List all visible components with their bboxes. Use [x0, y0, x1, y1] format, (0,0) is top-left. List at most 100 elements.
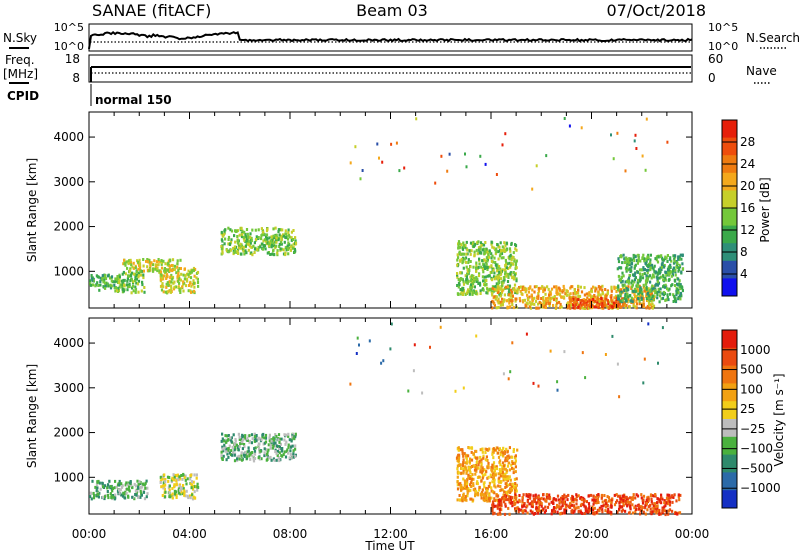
power-cell-4-294 — [279, 247, 282, 251]
power-cell-5-377 — [485, 279, 488, 282]
power-cell-5-385 — [508, 247, 512, 251]
velocity-cell-3-362 — [466, 491, 469, 495]
power-cell-8-429 — [675, 265, 678, 269]
power-cell-6-521 — [529, 303, 532, 307]
power-cell-6-302 — [495, 288, 498, 292]
velocity-cell-1-106 — [192, 480, 195, 484]
velocity-cell-3-332 — [486, 487, 489, 491]
power-cell-0-57 — [126, 285, 129, 288]
power-cell-0-55 — [141, 283, 144, 287]
power-sparse-cell-32 — [545, 154, 548, 158]
power-cell-4-244 — [228, 243, 232, 246]
velocity-cell-4-272 — [580, 496, 583, 499]
velocity-cell-3-409 — [509, 483, 512, 487]
velocity-cell-3-274 — [487, 448, 490, 452]
velocity-cell-3-175 — [457, 453, 460, 457]
power-cell-4-221 — [270, 243, 273, 247]
power-cell-4-270 — [239, 242, 242, 246]
velocity-cell-3-83 — [477, 466, 480, 470]
velocity-cell-4-550 — [591, 505, 594, 509]
power-cell-6-20 — [593, 295, 597, 299]
power-colorbar-label-4: 12 — [740, 223, 755, 237]
velocity-cell-4-248 — [533, 512, 537, 515]
velocity-cell-2-259 — [283, 433, 286, 437]
power-cell-5-312 — [513, 259, 516, 263]
power-cell-6-291 — [542, 288, 545, 292]
velocity-cell-3-379 — [483, 485, 486, 489]
velocity-cell-2-238 — [274, 441, 277, 445]
power-cell-5-245 — [505, 241, 508, 245]
power-cell-4-248 — [227, 250, 230, 254]
power-cell-7-19 — [582, 302, 585, 306]
velocity-cell-4-448 — [527, 495, 530, 498]
power-cell-1-48 — [113, 286, 116, 290]
power-cell-5-59 — [490, 252, 493, 256]
power-cell-5-433 — [476, 277, 479, 281]
power-cell-5-317 — [501, 245, 504, 249]
power-colorbar-label-0: 28 — [740, 135, 755, 149]
power-cell-0-49 — [140, 289, 143, 293]
velocity-cell-4-287 — [653, 509, 656, 513]
velocity-cell-1-45 — [171, 492, 174, 496]
power-cell-5-169 — [459, 259, 462, 263]
velocity-cell-4-186 — [625, 502, 628, 506]
power-cell-5-462 — [490, 292, 494, 295]
power-cell-4-158 — [230, 238, 233, 242]
power-cell-0-18 — [118, 273, 121, 277]
velocity-cell-3-354 — [481, 469, 484, 473]
power-cell-8-176 — [666, 254, 669, 257]
power-cell-5-246 — [514, 247, 517, 251]
velocity-cell-2-0 — [278, 451, 281, 455]
velocity-cell-1-57 — [193, 485, 196, 489]
velocity-cell-3-61 — [514, 454, 517, 458]
velocity-cell-4-279 — [651, 502, 654, 506]
velocity-cell-3-92 — [502, 493, 505, 497]
power-cell-3-16 — [142, 258, 145, 261]
power-cell-2-80 — [166, 275, 169, 279]
velocity-cell-4-155 — [622, 502, 625, 506]
velocity-cell-2-122 — [229, 453, 233, 457]
power-cell-7-65 — [595, 305, 598, 309]
velocity-cell-2-114 — [241, 436, 244, 440]
velocity-cell-3-127 — [505, 485, 508, 488]
power-cell-3-75 — [171, 269, 174, 273]
velocity-cell-1-91 — [159, 481, 162, 484]
power-cell-5-359 — [473, 277, 476, 281]
cpid-value: normal 150 — [95, 93, 172, 107]
power-cell-4-88 — [255, 238, 258, 241]
power-cell-4-193 — [234, 229, 237, 233]
power-cell-6-436 — [543, 288, 546, 292]
power-cell-3-36 — [157, 258, 160, 261]
power-cell-6-534 — [495, 306, 498, 310]
power-cell-8-450 — [673, 259, 676, 263]
time-label-0: 00:00 — [72, 527, 107, 541]
velocity-cell-3-111 — [466, 487, 470, 491]
power-cell-3-46 — [156, 263, 159, 267]
velocity-sparse-cell-12 — [563, 350, 566, 354]
nsearch-label: N.Search — [746, 31, 800, 45]
velocity-cell-1-69 — [178, 484, 181, 488]
velocity-sparse-cell-11 — [439, 325, 442, 329]
power-cell-8-174 — [663, 264, 666, 267]
velocity-cell-4-238 — [654, 494, 657, 498]
velocity-cell-3-277 — [462, 469, 465, 473]
power-cell-8-291 — [620, 275, 623, 279]
velocity-cell-2-185 — [273, 458, 276, 462]
velocity-cell-4-138 — [494, 504, 497, 508]
power-cell-8-340 — [633, 266, 636, 270]
velocity-cell-3-338 — [463, 479, 466, 483]
power-cell-6-121 — [583, 286, 586, 290]
power-cell-5-248 — [483, 275, 486, 279]
velocity-cell-3-400 — [490, 468, 493, 472]
velocity-cell-4-49 — [635, 493, 638, 497]
power-cell-8-30 — [678, 268, 681, 271]
power-cell-4-220 — [265, 233, 269, 237]
velocity-cell-2-174 — [258, 447, 261, 451]
velocity-cell-3-339 — [466, 482, 469, 486]
power-sparse-cell-14 — [465, 165, 468, 169]
power-cell-8-333 — [672, 293, 675, 297]
power-cell-2-109 — [189, 271, 192, 275]
power-cell-1-4 — [106, 282, 109, 286]
velocity-cell-4-455 — [577, 494, 580, 498]
power-cell-6-320 — [598, 287, 601, 291]
